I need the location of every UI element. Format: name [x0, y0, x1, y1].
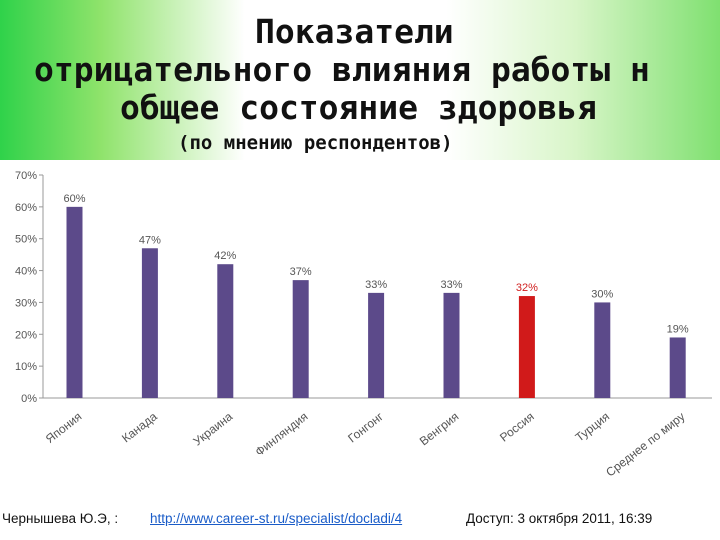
category-label: Канада — [119, 409, 160, 445]
y-tick-label: 10% — [15, 361, 37, 373]
bar — [518, 296, 535, 398]
data-label: 60% — [63, 193, 85, 205]
data-label: 47% — [139, 234, 161, 246]
data-label: 30% — [591, 288, 613, 300]
category-label: Турция — [573, 409, 613, 444]
y-tick-label: 70% — [15, 170, 37, 182]
footer-author: Чернышева Ю.Э, : — [2, 511, 119, 526]
y-tick-label: 40% — [15, 266, 37, 278]
source-link[interactable]: http://www.career-st.ru/specialist/docla… — [150, 511, 403, 526]
y-tick-label: 0% — [21, 393, 37, 405]
title-line-3: общее состояние здоровья — [120, 88, 597, 127]
data-label: 19% — [667, 323, 689, 335]
subtitle: (по мнению респондентов) — [178, 132, 453, 154]
title-line-1: Показатели — [255, 12, 454, 51]
title-block: Показатели отрицательного влияния работы… — [0, 0, 720, 160]
bar — [669, 337, 686, 398]
category-label: Венгрия — [417, 409, 462, 448]
data-label: 37% — [290, 266, 312, 278]
footer: Чернышева Ю.Э, : http://www.career-st.ru… — [0, 505, 720, 540]
bar — [443, 292, 460, 398]
y-tick-label: 20% — [15, 329, 37, 341]
chart-panel: 0% 10% 20% 30% 40% 50% 60% 70% 60% Япония 47% Канад… — [0, 160, 720, 505]
y-tick-label: 50% — [15, 234, 37, 246]
bar — [368, 292, 385, 398]
bar — [292, 280, 309, 398]
y-tick-label: 60% — [15, 202, 37, 214]
category-label: Россия — [497, 409, 537, 444]
category-label: Среднее по миру — [603, 409, 687, 479]
bar — [66, 206, 83, 398]
category-label: Украина — [191, 409, 236, 448]
bar — [594, 302, 611, 398]
data-label: 42% — [214, 250, 236, 262]
category-label: Гонгонг — [345, 409, 386, 446]
category-label: Финляндия — [252, 409, 310, 459]
bar-chart: 0% 10% 20% 30% 40% 50% 60% 70% 60% Япония 47% Канад… — [15, 170, 712, 480]
data-label: 33% — [440, 279, 462, 291]
title-line-2: отрицательного влияния работы н — [34, 50, 650, 89]
footer-access-date: Доступ: 3 октября 2011, 16:39 — [466, 511, 653, 526]
y-tick-label: 30% — [15, 297, 37, 309]
data-label: 32% — [516, 282, 538, 294]
category-label: Япония — [43, 409, 84, 446]
bar — [217, 264, 234, 398]
bar — [141, 248, 158, 398]
data-label: 33% — [365, 279, 387, 291]
